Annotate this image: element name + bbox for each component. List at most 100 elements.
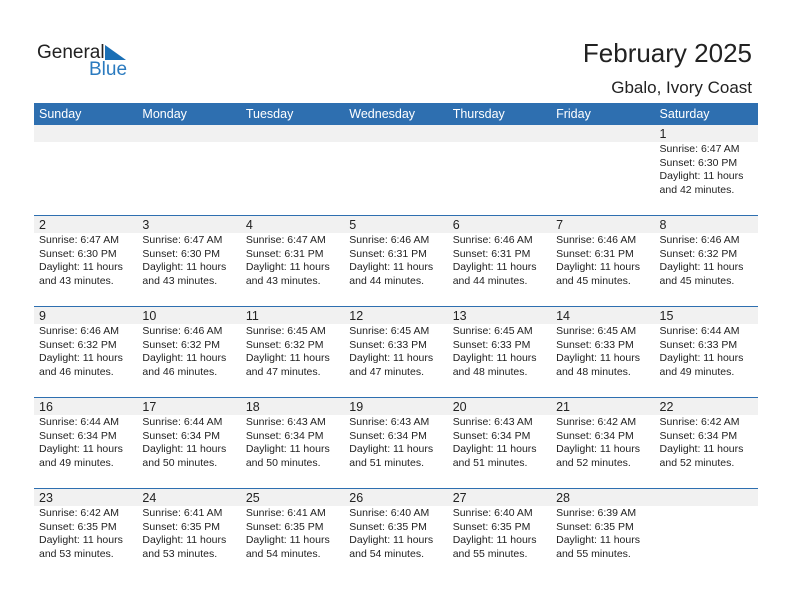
weekday-monday: Monday xyxy=(137,103,241,125)
sunset-text: Sunset: 6:32 PM xyxy=(245,338,324,351)
sunrise-text: Sunrise: 6:45 AM xyxy=(452,325,533,337)
sunset-text: Sunset: 6:35 PM xyxy=(452,520,531,533)
day-cell: 25 Sunrise: 6:41 AM Sunset: 6:35 PM Dayligh… xyxy=(240,488,345,579)
date-band: 26 xyxy=(344,489,448,506)
daylight-text: Daylight: 11 hours xyxy=(39,443,123,456)
week-row: 1 Sunrise: 6:47 AM Sunset: 6:30 PM Daylight… xyxy=(34,125,758,216)
date-band: 11 xyxy=(240,307,345,324)
minutes-text: and 46 minutes. xyxy=(142,365,218,378)
minutes-text: and 50 minutes. xyxy=(245,456,321,469)
weekday-friday: Friday xyxy=(551,103,655,125)
day-info: Sunrise: 6:47 AM Sunset: 6:31 PM Daylight:… xyxy=(241,234,344,288)
day-cell: 8 Sunrise: 6:46 AM Sunset: 6:32 PM Daylight… xyxy=(654,215,758,307)
weekday-thursday: Thursday xyxy=(447,103,552,125)
sunset-text: Sunset: 6:34 PM xyxy=(39,429,117,442)
day-info: Sunrise: 6:40 AM Sunset: 6:35 PM Daylight:… xyxy=(448,507,551,561)
sunrise-text: Sunrise: 6:41 AM xyxy=(245,507,326,519)
weekday-wednesday: Wednesday xyxy=(344,103,448,125)
sunset-text: Sunset: 6:31 PM xyxy=(452,247,531,260)
sunrise-text: Sunrise: 6:40 AM xyxy=(452,507,533,519)
date-band: 15 xyxy=(654,307,758,324)
day-info: Sunrise: 6:41 AM Sunset: 6:35 PM Daylight:… xyxy=(241,507,344,561)
day-cell: 17 Sunrise: 6:44 AM Sunset: 6:34 PM Dayligh… xyxy=(137,397,241,489)
sunset-text: Sunset: 6:35 PM xyxy=(39,520,117,533)
date-band: 7 xyxy=(551,216,655,233)
weekday-header-row: Sunday Monday Tuesday Wednesday Thursday Frid… xyxy=(34,103,758,125)
date-band: 14 xyxy=(551,307,655,324)
minutes-text: and 55 minutes. xyxy=(452,547,528,560)
sunset-text: Sunset: 6:34 PM xyxy=(245,429,324,442)
day-cell: 28 Sunrise: 6:39 AM Sunset: 6:35 PM Dayligh… xyxy=(551,488,655,579)
minutes-text: and 52 minutes. xyxy=(659,456,735,469)
day-cell: 20 Sunrise: 6:43 AM Sunset: 6:34 PM Dayligh… xyxy=(447,397,552,489)
sunrise-text: Sunrise: 6:43 AM xyxy=(452,416,533,428)
minutes-text: and 54 minutes. xyxy=(349,547,424,560)
date-band: 6 xyxy=(447,216,552,233)
weekday-saturday: Saturday xyxy=(654,103,758,125)
date-band: 18 xyxy=(240,398,345,415)
day-cell: 5 Sunrise: 6:46 AM Sunset: 6:31 PM Daylight… xyxy=(344,215,448,307)
day-info: Sunrise: 6:43 AM Sunset: 6:34 PM Daylight:… xyxy=(344,416,447,470)
minutes-text: and 52 minutes. xyxy=(556,456,631,469)
week-row: 23 Sunrise: 6:42 AM Sunset: 6:35 PM Dayligh… xyxy=(34,488,758,579)
day-info: Sunrise: 6:45 AM Sunset: 6:32 PM Daylight:… xyxy=(241,325,344,379)
sunrise-text: Sunrise: 6:44 AM xyxy=(39,416,119,428)
day-cell: 3 Sunrise: 6:47 AM Sunset: 6:30 PM Daylight… xyxy=(137,215,241,307)
date-band: 13 xyxy=(447,307,552,324)
minutes-text: and 43 minutes. xyxy=(245,274,321,287)
day-info: Sunrise: 6:41 AM Sunset: 6:35 PM Daylight:… xyxy=(137,507,240,561)
week-row: 2 Sunrise: 6:47 AM Sunset: 6:30 PM Daylight… xyxy=(34,215,758,307)
date-band: 12 xyxy=(344,307,448,324)
minutes-text: and 54 minutes. xyxy=(245,547,321,560)
empty-cell xyxy=(551,125,655,216)
day-info: Sunrise: 6:42 AM Sunset: 6:34 PM Daylight:… xyxy=(551,416,654,470)
day-info: Sunrise: 6:42 AM Sunset: 6:35 PM Daylight:… xyxy=(34,507,137,561)
day-cell: 1 Sunrise: 6:47 AM Sunset: 6:30 PM Daylight… xyxy=(654,125,758,216)
day-info: Sunrise: 6:46 AM Sunset: 6:32 PM Daylight:… xyxy=(137,325,240,379)
sunrise-text: Sunrise: 6:45 AM xyxy=(556,325,637,337)
daylight-text: Daylight: 11 hours xyxy=(39,261,123,274)
day-cell: 22 Sunrise: 6:42 AM Sunset: 6:34 PM Dayligh… xyxy=(654,397,758,489)
minutes-text: and 43 minutes. xyxy=(39,274,114,287)
empty-cell xyxy=(344,125,448,216)
date-band: 4 xyxy=(240,216,345,233)
day-cell: 26 Sunrise: 6:40 AM Sunset: 6:35 PM Dayligh… xyxy=(344,488,448,579)
sunset-text: Sunset: 6:32 PM xyxy=(39,338,117,351)
day-info: Sunrise: 6:43 AM Sunset: 6:34 PM Daylight:… xyxy=(448,416,551,470)
day-cell: 15 Sunrise: 6:44 AM Sunset: 6:33 PM Dayligh… xyxy=(654,306,758,398)
day-cell: 6 Sunrise: 6:46 AM Sunset: 6:31 PM Daylight… xyxy=(447,215,552,307)
sunrise-text: Sunrise: 6:46 AM xyxy=(452,234,533,246)
sunset-text: Sunset: 6:35 PM xyxy=(556,520,634,533)
week-row: 9 Sunrise: 6:46 AM Sunset: 6:32 PM Daylight… xyxy=(34,306,758,398)
minutes-text: and 50 minutes. xyxy=(142,456,218,469)
sunset-text: Sunset: 6:34 PM xyxy=(452,429,531,442)
sunrise-text: Sunrise: 6:40 AM xyxy=(349,507,430,519)
calendar-grid: Sunday Monday Tuesday Wednesday Thursday Frid… xyxy=(34,103,758,579)
day-info: Sunrise: 6:46 AM Sunset: 6:31 PM Daylight:… xyxy=(448,234,551,288)
sunrise-text: Sunrise: 6:45 AM xyxy=(349,325,430,337)
date-band xyxy=(34,125,138,142)
day-cell: 27 Sunrise: 6:40 AM Sunset: 6:35 PM Dayligh… xyxy=(447,488,552,579)
minutes-text: and 51 minutes. xyxy=(349,456,424,469)
date-band: 19 xyxy=(344,398,448,415)
daylight-text: Daylight: 11 hours xyxy=(245,443,330,456)
sunset-text: Sunset: 6:35 PM xyxy=(245,520,324,533)
day-cell: 12 Sunrise: 6:45 AM Sunset: 6:33 PM Dayligh… xyxy=(344,306,448,398)
date-band xyxy=(344,125,448,142)
sunrise-text: Sunrise: 6:46 AM xyxy=(659,234,740,246)
daylight-text: Daylight: 11 hours xyxy=(349,443,434,456)
day-info: Sunrise: 6:39 AM Sunset: 6:35 PM Daylight:… xyxy=(551,507,654,561)
sunset-text: Sunset: 6:34 PM xyxy=(349,429,427,442)
day-cell: 16 Sunrise: 6:44 AM Sunset: 6:34 PM Dayligh… xyxy=(34,397,138,489)
day-cell: 14 Sunrise: 6:45 AM Sunset: 6:33 PM Dayligh… xyxy=(551,306,655,398)
date-band: 17 xyxy=(137,398,241,415)
date-band: 20 xyxy=(447,398,552,415)
sunset-text: Sunset: 6:31 PM xyxy=(556,247,634,260)
sunset-text: Sunset: 6:34 PM xyxy=(556,429,634,442)
sunset-text: Sunset: 6:35 PM xyxy=(349,520,427,533)
sunrise-text: Sunrise: 6:42 AM xyxy=(659,416,740,428)
day-cell: 18 Sunrise: 6:43 AM Sunset: 6:34 PM Dayligh… xyxy=(240,397,345,489)
sunset-text: Sunset: 6:32 PM xyxy=(142,338,221,351)
daylight-text: Daylight: 11 hours xyxy=(349,352,434,365)
daylight-text: Daylight: 11 hours xyxy=(659,261,744,274)
